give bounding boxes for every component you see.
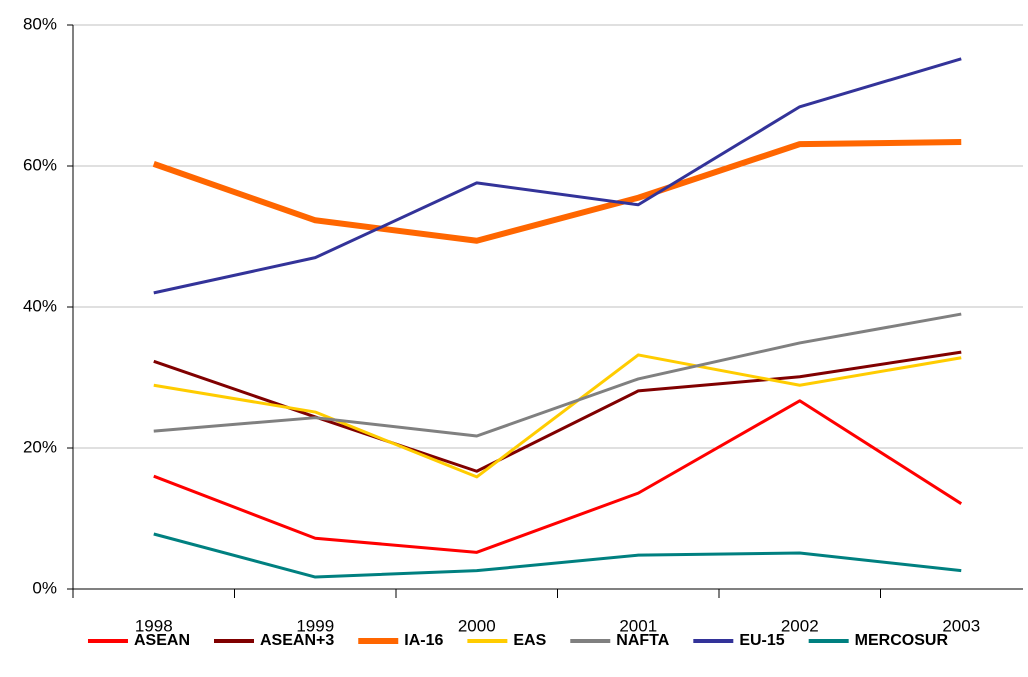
legend-label: EAS	[513, 632, 546, 649]
legend-label: ASEAN	[134, 632, 190, 649]
legend-label: EU-15	[739, 632, 784, 649]
legend-label: MERCOSUR	[855, 632, 949, 649]
series-line	[153, 353, 962, 479]
y-tick-label: 40%	[23, 296, 57, 315]
series-line	[153, 57, 962, 295]
series-line	[153, 399, 963, 554]
legend: ASEAN ASEAN+3 IA-16 EAS NAFTA EU-15 MERCOSUR	[87, 632, 949, 649]
legend-item: NAFTA	[570, 632, 670, 649]
legend-label: IA-16	[404, 632, 443, 649]
y-tick-label: 20%	[23, 437, 57, 456]
legend-item: EU-15	[693, 632, 785, 649]
legend-item: ASEAN+3	[214, 632, 334, 649]
legend-item: ASEAN	[87, 632, 190, 649]
x-tick-label: 2002	[781, 616, 819, 635]
x-tick-label: 2000	[458, 616, 496, 635]
legend-label: ASEAN+3	[260, 632, 334, 649]
series-line	[153, 312, 962, 438]
x-tick-label: 2001	[619, 616, 657, 635]
axes: 0% 20% 40% 60% 80% 1998 1999 2000 2001 2002 2003	[23, 14, 1023, 635]
series-line	[152, 139, 962, 244]
series-line	[153, 350, 962, 473]
legend-item: IA-16	[358, 632, 443, 649]
plot-area	[152, 57, 963, 579]
x-tick-label: 1999	[296, 616, 334, 635]
y-tick-label: 0%	[32, 578, 57, 597]
x-tick-label: 2003	[942, 616, 980, 635]
grid	[73, 24, 1023, 590]
y-tick-label: 60%	[23, 155, 57, 174]
y-tick-label: 80%	[23, 14, 57, 33]
legend-item: EAS	[467, 632, 547, 649]
x-tick-label: 1998	[135, 616, 173, 635]
legend-item: MERCOSUR	[808, 632, 949, 649]
series-line	[153, 532, 962, 579]
legend-label: NAFTA	[616, 632, 669, 649]
